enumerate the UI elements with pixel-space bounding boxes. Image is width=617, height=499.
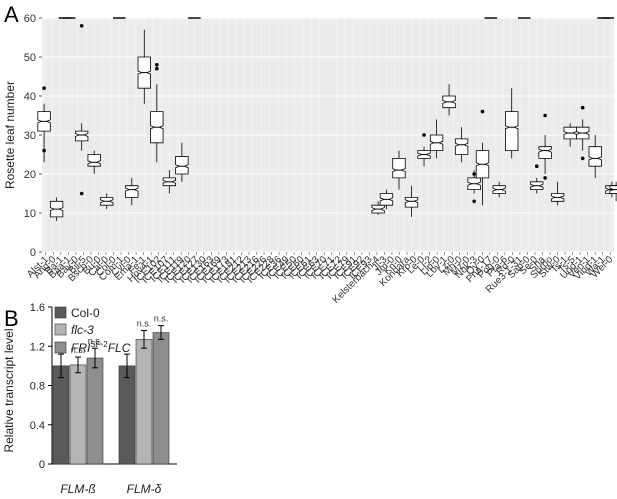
significance-label: n.s.: [154, 314, 169, 324]
box-Kn-0: [404, 196, 419, 208]
box-Bay-0: [75, 130, 89, 142]
y-tick-label-a: 10: [24, 208, 36, 220]
outlier-Rue3-1-31: [534, 164, 539, 168]
bar-Col-0-FLM-δ: [118, 365, 136, 465]
box-Lov-1: [454, 138, 469, 155]
box-Rd-0: [538, 146, 552, 159]
y-tick-label-b: 1.2: [30, 341, 45, 353]
box-Hov4-1: [175, 156, 189, 175]
box-Col-0: [125, 185, 139, 198]
y-tick-label-b: 0.4: [30, 420, 45, 432]
outlier-Ema-1: [155, 63, 159, 67]
box-Pog-0: [505, 111, 519, 152]
outlier-Mh-0: [472, 172, 476, 176]
outlier-Rd-0: [543, 176, 547, 180]
outlier-Rd-0: [543, 113, 547, 118]
bar-flc-3-FLM-δ: [135, 339, 153, 465]
legend-label: FRISF-2FLC: [71, 340, 131, 355]
panel-b-barchart: 0 0.4 0.8 1.2 1.6 Relative transcript level n.…: [2, 302, 177, 496]
y-tick-label-a: 60: [24, 13, 36, 25]
y-axis-label-b: Relative transcript level: [2, 328, 16, 452]
panel-b-label: B: [4, 306, 19, 331]
legend-swatch: [54, 341, 67, 354]
outlier-Bay-0: [79, 24, 84, 28]
y-tick-label-a: 20: [24, 169, 36, 181]
outlier-Ts-1: [580, 156, 585, 161]
bar-FRISF-2FLC-FLM-δ: [152, 332, 170, 465]
legend-swatch: [54, 306, 67, 319]
bar-Col-0-FLM-ß: [52, 365, 70, 465]
x-category-label-b: FLM-δ: [127, 482, 162, 496]
outlier-Mz-0: [480, 109, 485, 114]
outlier-Alst-1: [42, 86, 46, 90]
outlier-Alst-1: [42, 148, 46, 153]
y-tick-label-a: 40: [24, 91, 36, 103]
y-tick-label-a: 50: [24, 52, 36, 64]
box-Ts-5: [588, 146, 602, 167]
y-tick-label-a: 0: [30, 247, 36, 259]
y-tick-label-b: 1.6: [30, 302, 45, 314]
legend-label: flc-3: [71, 323, 94, 337]
outlier-Ts-1: [580, 105, 585, 110]
significance-label: n.s.: [137, 319, 152, 329]
box-Bsch-0: [87, 154, 101, 167]
significance-label: n.s.: [88, 336, 103, 346]
outlier-Kro-0: [422, 133, 426, 137]
significance-label: n.s.: [71, 345, 86, 355]
box-Jm-0: [392, 157, 406, 179]
y-axis-label-a: Rosette leaf number: [3, 81, 17, 189]
panel-a-label: A: [4, 2, 19, 27]
box-Wei-0: [609, 185, 617, 194]
x-category-label-b: FLM-ß: [60, 482, 95, 496]
y-tick-label-b: 0: [39, 459, 45, 471]
bar-flc-3-FLM-ß: [69, 364, 87, 465]
legend-label: Col-0: [71, 306, 100, 320]
y-tick-label-a: 30: [24, 130, 36, 142]
outlier-Bay-0: [79, 191, 84, 196]
outlier-Mh-0: [472, 199, 476, 204]
legend-swatch: [54, 323, 67, 336]
outlier-Ema-1: [155, 66, 159, 71]
bar-FRISF-2FLC-FLM-ß: [86, 357, 104, 465]
y-tick-label-b: 0.8: [30, 381, 45, 393]
